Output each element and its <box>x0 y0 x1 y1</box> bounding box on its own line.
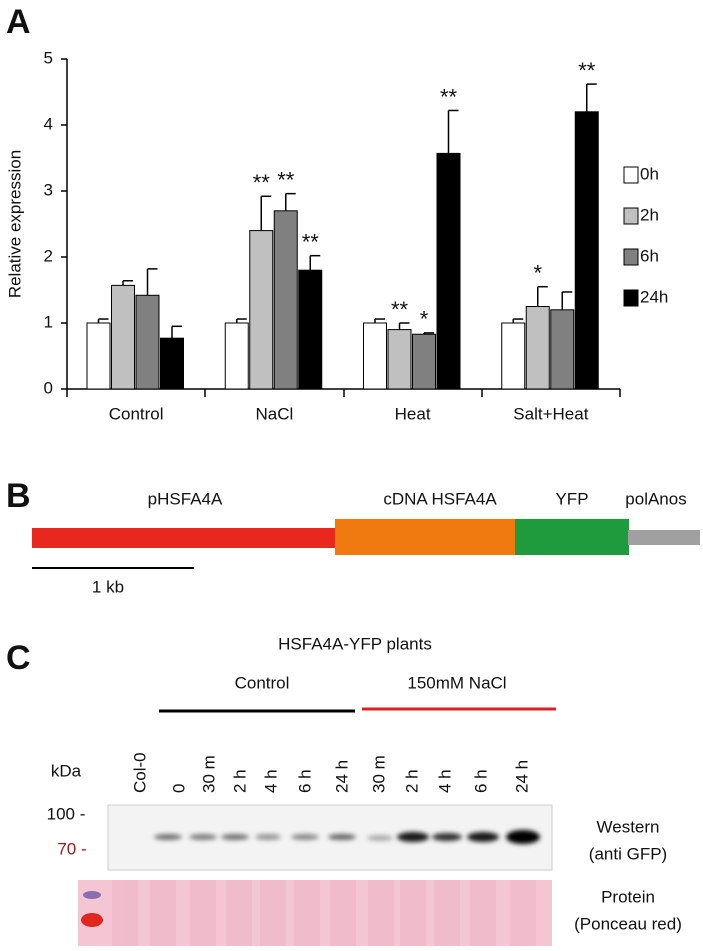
blot-label: Western <box>597 817 660 836</box>
legend-label: 24h <box>640 287 668 306</box>
unit-label: kDa <box>51 761 82 780</box>
bar <box>273 210 298 390</box>
lane-label: 2 h <box>230 769 249 793</box>
size-marker: 70 - <box>57 839 86 858</box>
scale-label: 1 kb <box>92 577 124 596</box>
bar <box>298 269 323 390</box>
legend-swatch <box>623 248 639 266</box>
x-tick-label: NaCl <box>255 404 293 423</box>
legend-label: 2h <box>640 205 659 224</box>
bar <box>135 294 160 390</box>
y-tick-label: 3 <box>44 180 53 199</box>
panel-label: B <box>6 477 31 515</box>
bar <box>111 284 135 390</box>
terminator-segment <box>628 530 700 545</box>
significance-label: ** <box>391 297 409 322</box>
blot-label: (anti GFP) <box>589 844 667 863</box>
bar <box>501 322 526 390</box>
panel-label: C <box>6 639 31 677</box>
significance-label: * <box>533 261 542 286</box>
y-tick-label: 0 <box>44 378 53 397</box>
segment-label: YFP <box>555 489 588 508</box>
significance-label: ** <box>277 167 295 192</box>
blot-label: Protein <box>601 887 655 906</box>
western-bands <box>154 830 540 844</box>
y-tick-label: 1 <box>44 312 53 331</box>
lane-label: Col-0 <box>130 752 149 793</box>
significance-label: ** <box>253 170 271 195</box>
lane-label: 0 <box>169 784 188 793</box>
x-group-ticks <box>66 389 621 397</box>
bar <box>525 306 550 390</box>
lane-label: 24 h <box>332 760 351 793</box>
lane-label: 4 h <box>435 769 454 793</box>
segment-label: polAnos <box>625 489 686 508</box>
lane-label: 30 m <box>369 755 388 793</box>
lane-label: 6 h <box>295 769 314 793</box>
bar <box>550 309 575 390</box>
bar <box>574 111 599 390</box>
group-label: 150mM NaCl <box>407 673 506 692</box>
marker-band <box>83 891 101 899</box>
lane-label: 24 h <box>512 760 531 793</box>
lane-label: 2 h <box>402 769 421 793</box>
significance-label: ** <box>578 58 596 83</box>
bar <box>387 329 412 390</box>
segment-label: pHSFA4A <box>148 489 223 508</box>
legend-swatch <box>623 207 639 225</box>
blot-title: HSFA4A-YFP plants <box>278 634 432 653</box>
marker-band <box>81 913 103 927</box>
legend-label: 6h <box>640 246 659 265</box>
y-tick-label: 5 <box>44 48 53 67</box>
group-label: Control <box>235 673 290 692</box>
significance-label: ** <box>440 84 458 109</box>
legend-swatch <box>623 166 639 184</box>
lane-label: 30 m <box>199 755 218 793</box>
ponceau-stain <box>78 880 552 946</box>
panel-label: A <box>6 3 31 41</box>
bar <box>160 337 184 390</box>
x-tick-label: Control <box>109 404 164 423</box>
x-tick-label: Heat <box>395 404 431 423</box>
y-tick-label: 2 <box>44 246 53 265</box>
legend-label: 0h <box>640 164 659 183</box>
bar <box>436 152 461 390</box>
bar <box>249 230 274 390</box>
yfp-segment <box>515 519 629 555</box>
promoter-segment <box>32 528 336 548</box>
significance-label: * <box>420 307 429 332</box>
bar <box>412 333 436 390</box>
y-tick-label: 4 <box>44 114 53 133</box>
y-axis-label: Relative expression <box>5 150 24 298</box>
bar <box>224 322 249 390</box>
cdna-segment <box>335 519 516 555</box>
lane-label: 4 h <box>261 769 280 793</box>
legend-swatch <box>623 289 639 307</box>
size-marker: 100 - <box>47 804 86 823</box>
lane-label: 6 h <box>471 769 490 793</box>
bar <box>363 322 387 390</box>
significance-label: ** <box>302 229 320 254</box>
ponceau-lanes <box>112 880 536 946</box>
bar <box>86 322 111 390</box>
segment-label: cDNA HSFA4A <box>383 489 497 508</box>
x-tick-label: Salt+Heat <box>513 404 588 423</box>
blot-label: (Ponceau red) <box>574 914 682 933</box>
